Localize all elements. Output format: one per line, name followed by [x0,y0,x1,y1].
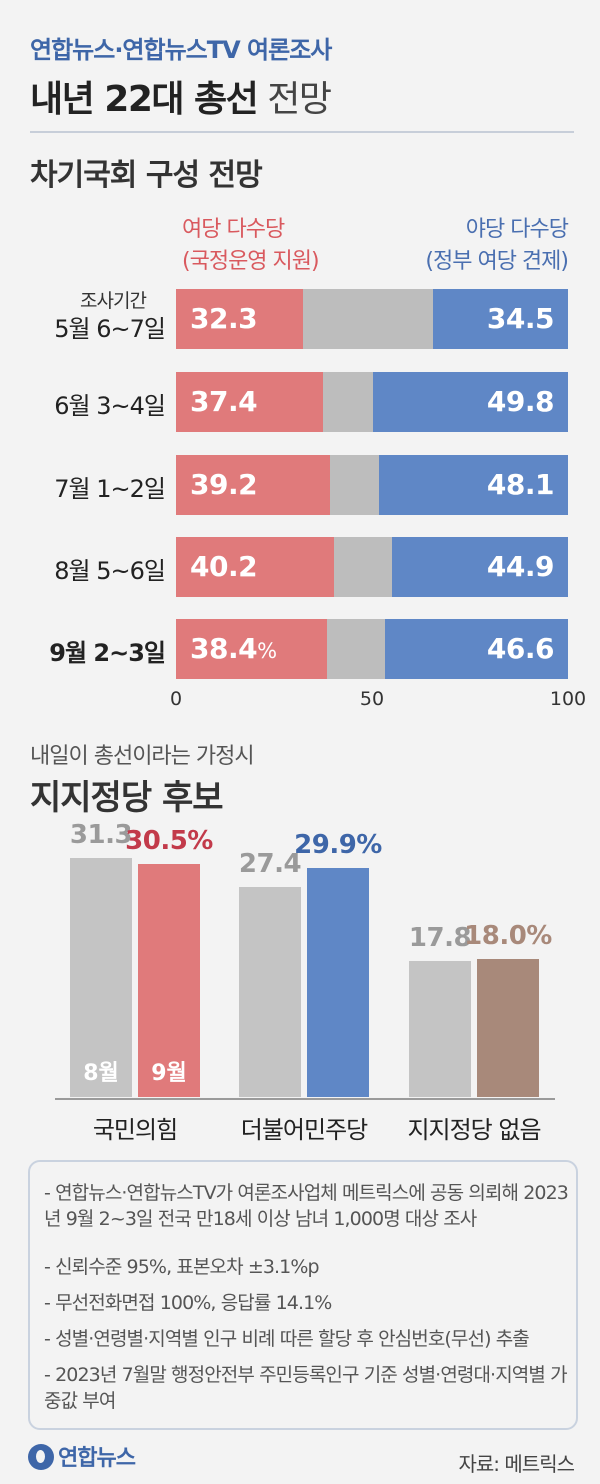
opposition-bar [432,289,568,349]
ruling-majority-label-line1: 여당 다수당 [182,217,285,242]
bar-value-label: 17.8 [408,922,472,953]
bar-value-label: 29.9% [294,830,382,861]
logo-text: 연합뉴스 [58,1446,136,1471]
header-divider [30,131,574,133]
survey-period-caption: 조사기간 [80,290,147,312]
yonhap-logo-icon [28,1444,54,1470]
bar-august [239,887,301,1097]
opposition-value-label: 46.6 [486,632,555,665]
yonhap-logo: 연합뉴스 [28,1440,136,1472]
opposition-bar [391,537,568,597]
note-item: - 성별·연령별·지역별 인구 비례 따른 할당 후 안심번호(무선) 추출 [44,1328,530,1350]
bar-august [70,857,132,1097]
ruling-value-label: 37.4 [190,385,258,418]
note-item: - 연합뉴스·연합뉴스TV가 여론조사업체 메트릭스에 공동 의뢰해 2023년… [44,1182,569,1230]
ruling-value-label: 32.3 [190,302,258,335]
notes-box [28,1160,578,1430]
month-label: 8월 [83,1061,119,1086]
bar-value-label: 31.3 [69,819,133,850]
party-label: 지지정당 없음 [407,1116,541,1144]
page-title: 내년 22대 총선 전망 [30,70,332,122]
source-line: 연합뉴스·연합뉴스TV 여론조사 [30,36,332,64]
unit-label: % [257,639,277,663]
row-label: 8월 5~6일 [54,557,166,585]
opposition-value-label: 44.9 [486,550,555,583]
x-tick: 50 [359,688,385,710]
party-label: 더불어민주당 [240,1116,368,1144]
row-label: 5월 6~7일 [54,315,166,343]
x-tick: 0 [169,688,183,710]
opposition-value-label: 48.1 [486,468,555,501]
ruling-bar [176,619,327,679]
ruling-bar [176,289,303,349]
chart-baseline [55,1098,555,1100]
section1-title: 차기국회 구성 전망 [30,158,263,193]
ruling-value-label: 40.2 [190,550,258,583]
opposition-value-label: 49.8 [486,385,555,418]
ruling-bar [176,455,330,515]
opposition-bar [372,372,568,432]
ruling-value-label: 38.4% [190,632,277,665]
opposition-majority-label: 야당 다수당 (정부 여당 견제) [425,214,569,278]
bar-value-label: 27.4 [238,849,302,880]
section2-subtitle: 내일이 총선이라는 가정시 [30,744,255,769]
opposition-majority-label-line1: 야당 다수당 [465,217,569,242]
ruling-value-label: 39.2 [190,468,258,501]
ruling-bar [176,537,334,597]
ruling-bar [176,372,323,432]
source-credit: 자료: 메트릭스 [458,1452,575,1476]
note-item: - 2023년 7월말 행정안전부 주민등록인구 기준 성별·연령대·지역별 가… [44,1364,568,1412]
opposition-bar [379,455,568,515]
opposition-value-label: 34.5 [486,302,555,335]
opposition-majority-label-line2: (정부 여당 견제) [425,249,569,274]
opposition-bar [385,619,568,679]
note-item: - 신뢰수준 95%, 표본오차 ±3.1%p [44,1256,320,1278]
undecided-bar [326,619,386,679]
bar-august [409,960,471,1097]
ruling-majority-label: 여당 다수당 (국정운영 지원) [182,214,320,278]
bar-september [477,959,539,1097]
undecided-bar [302,289,433,349]
month-label: 9월 [151,1061,187,1086]
row-label: 6월 3~4일 [54,392,166,420]
bar-september [138,863,200,1097]
undecided-bar [333,537,392,597]
ruling-majority-label-line2: (국정운영 지원) [182,249,320,274]
undecided-bar [322,372,373,432]
bar-value-label: 30.5% [125,825,213,856]
bar-value-label: 18.0% [464,921,552,952]
undecided-bar [329,455,380,515]
row-label: 9월 2~3일 [49,639,166,667]
section2-title: 지지정당 후보 [30,778,224,818]
x-tick: 100 [549,688,587,710]
party-label: 국민의힘 [92,1116,178,1144]
title-light: 전망 [267,79,332,120]
row-label: 7월 1~2일 [54,475,166,503]
title-bold: 내년 22대 총선 [30,79,259,120]
bar-september [307,868,369,1097]
note-item: - 무선전화면접 100%, 응답률 14.1% [44,1292,332,1314]
